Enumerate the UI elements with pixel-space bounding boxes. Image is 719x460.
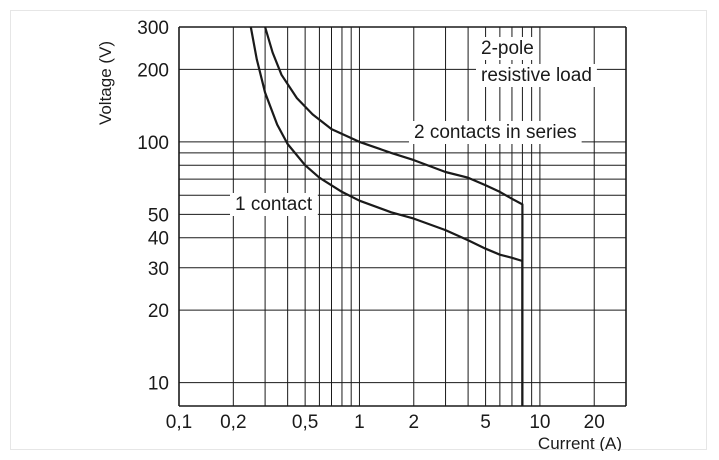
y-tick-labels: 10 20 30 40 50 100 200 300 (137, 18, 169, 395)
annotation-2-contacts-in-series: 2 contacts in series (414, 122, 577, 143)
chart: 0,1 0,2 0,5 1 2 5 10 20 10 20 30 40 50 100 200 300 1 c… (96, 18, 627, 451)
y-tick-label: 40 (148, 229, 169, 250)
annotation-mask (476, 37, 539, 60)
x-tick-label: 2 (408, 412, 419, 433)
x-tick-label: 20 (584, 412, 605, 433)
y-tick-label: 50 (148, 205, 169, 226)
x-tick-label: 0,2 (220, 412, 246, 433)
annotation-mask (230, 193, 318, 216)
series-line-2 (264, 26, 524, 406)
x-tick-labels: 0,1 0,2 0,5 1 2 5 10 20 (166, 412, 605, 433)
y-tick-label: 200 (137, 60, 169, 81)
annotation-resistive-load: resistive load (481, 65, 592, 86)
chart-frame: 0,1 0,2 0,5 1 2 5 10 20 10 20 30 40 50 100 200 300 1 c… (10, 10, 707, 451)
y-tick-label: 100 (137, 133, 169, 154)
x-tick-label: 0,1 (166, 412, 192, 433)
annotation-mask (476, 64, 597, 87)
x-tick-label: 5 (480, 412, 491, 433)
x-tick-label: 0,5 (292, 412, 318, 433)
series-line-1 (249, 26, 524, 406)
annotation-1-contact: 1 contact (235, 194, 313, 215)
x-axis-title: Current (A) (538, 434, 622, 451)
annotation-mask (409, 121, 582, 144)
label-masks (230, 37, 597, 216)
x-tick-label: 1 (354, 412, 365, 433)
y-tick-label: 20 (148, 301, 169, 322)
y-axis-title: Voltage (V) (96, 41, 115, 125)
y-tick-label: 300 (137, 18, 169, 39)
y-tick-label: 30 (148, 259, 169, 280)
series-layer (249, 26, 524, 406)
x-tick-label: 10 (529, 412, 550, 433)
y-tick-label: 10 (148, 374, 169, 395)
annotation-2-pole: 2-pole (481, 38, 534, 59)
